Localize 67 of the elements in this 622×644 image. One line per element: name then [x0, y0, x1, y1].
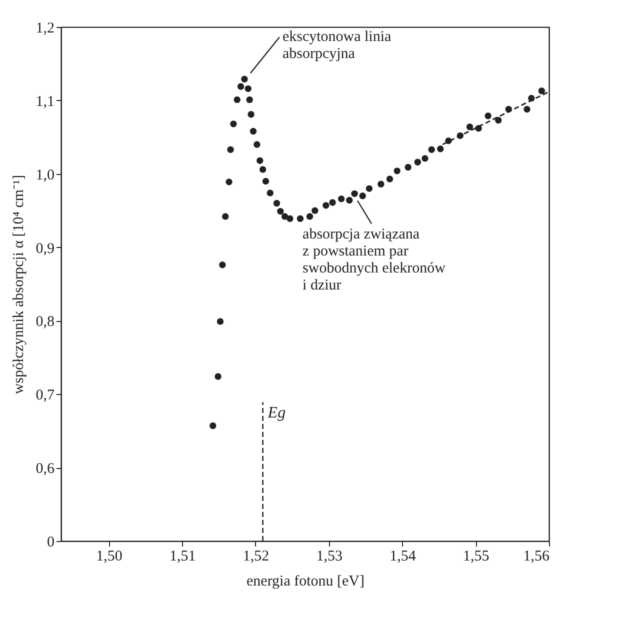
- point: [524, 106, 530, 113]
- y-tick-label: 0,8: [36, 314, 54, 330]
- y-tick-label: 0,9: [36, 240, 54, 257]
- point: [248, 111, 254, 118]
- annotation: absorpcja związana z powstaniem par swobodnych elekronów i dziur: [302, 226, 446, 294]
- point: [214, 373, 222, 380]
- point: [216, 318, 224, 325]
- ref-line-label: Eg: [266, 404, 286, 422]
- point: [222, 213, 229, 220]
- point: [237, 83, 244, 90]
- point: [386, 176, 394, 182]
- x-tick-label: 1,53: [316, 548, 342, 564]
- point: [262, 178, 270, 185]
- point: [250, 128, 257, 135]
- point: [254, 141, 260, 148]
- point: [394, 168, 400, 174]
- y-tick-label: 0,6: [36, 461, 55, 478]
- x-tick-label: 1,50: [96, 548, 122, 564]
- point: [322, 202, 330, 209]
- point: [210, 422, 216, 430]
- point: [378, 180, 384, 188]
- x-tick-label: 1,52: [242, 548, 270, 564]
- point: [359, 192, 366, 200]
- y-tick-label: 0,7: [36, 388, 55, 404]
- point: [422, 155, 428, 162]
- point: [306, 213, 314, 220]
- y-tick-label: 1,2: [36, 20, 54, 36]
- x-tick-label: 1,54: [390, 548, 416, 564]
- point: [312, 207, 318, 214]
- point: [484, 112, 492, 120]
- x-axis-title: energia fotonu [eV]: [246, 574, 365, 590]
- point: [256, 157, 264, 164]
- point: [241, 76, 248, 82]
- y-tick-label: 1,1: [36, 94, 54, 110]
- point: [227, 146, 234, 153]
- point: [428, 146, 435, 153]
- point: [219, 262, 226, 268]
- point: [226, 178, 232, 186]
- point: [230, 120, 237, 128]
- y-axis-title: współczynnik absorpcji α [10⁴ cm⁻¹]: [10, 174, 27, 394]
- x-tick-label: 1,51: [169, 548, 196, 564]
- point: [244, 85, 252, 92]
- point: [538, 88, 546, 94]
- x-tick-label: 1,56: [523, 548, 550, 564]
- point: [366, 185, 373, 192]
- point: [273, 200, 280, 207]
- y-tick-label: 0: [47, 534, 54, 550]
- point: [338, 195, 345, 202]
- point: [346, 196, 353, 204]
- point: [277, 208, 284, 215]
- point: [351, 190, 358, 198]
- annotation: ekscytonowa linia absorpcyjna: [282, 29, 392, 62]
- point: [246, 96, 253, 104]
- point: [466, 124, 474, 130]
- point: [234, 96, 240, 104]
- point: [266, 190, 274, 196]
- point: [414, 158, 421, 166]
- y-tick-label: 1,0: [36, 167, 54, 184]
- point: [281, 213, 288, 220]
- point: [329, 199, 336, 206]
- x-tick-label: 1,55: [462, 548, 490, 564]
- point: [259, 166, 266, 173]
- point: [495, 116, 502, 124]
- point: [296, 215, 304, 222]
- point: [437, 146, 444, 152]
- point: [404, 164, 412, 171]
- point: [286, 215, 294, 222]
